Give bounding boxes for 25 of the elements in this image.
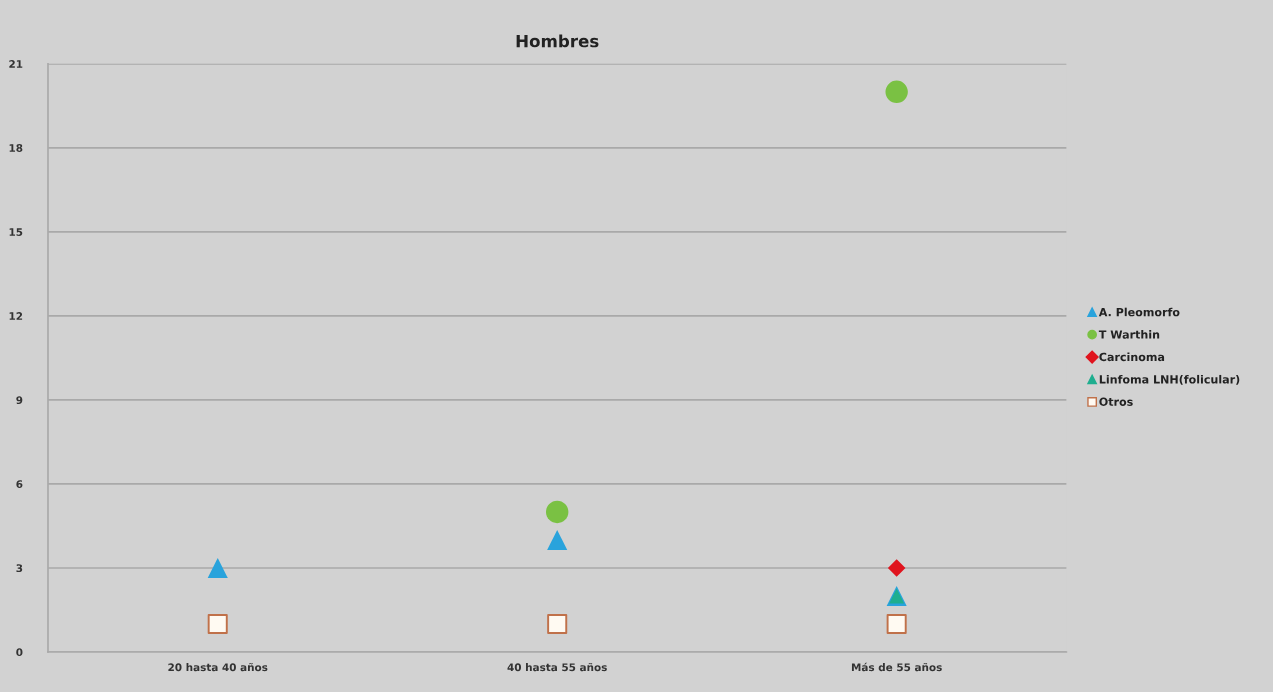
y-tick-label: 3 bbox=[16, 564, 23, 573]
point bbox=[547, 613, 568, 635]
point bbox=[547, 529, 568, 551]
legend-label: Carcinoma bbox=[1099, 352, 1165, 362]
point bbox=[886, 613, 907, 635]
legend-label: T Warthin bbox=[1098, 330, 1160, 339]
x-tick-label: 20 hasta 40 años bbox=[168, 662, 268, 672]
y-tick-label: 9 bbox=[16, 396, 23, 405]
point bbox=[545, 500, 569, 524]
legend-label: Linfoma LNH(folicular) bbox=[1099, 374, 1240, 385]
point bbox=[885, 80, 908, 104]
y-tick-label: 18 bbox=[9, 144, 23, 152]
y-tick-label: 15 bbox=[9, 228, 23, 236]
x-tick-label: 40 hasta 55 años bbox=[507, 662, 607, 672]
y-tick-label: 21 bbox=[9, 60, 23, 68]
y-tick-label: 12 bbox=[9, 312, 23, 320]
y-tick-label: 0 bbox=[16, 648, 23, 657]
legend-label: A. Pleomorfo bbox=[1098, 307, 1180, 317]
x-tick-label: Más de 55 años bbox=[851, 662, 942, 672]
point bbox=[207, 613, 228, 635]
point bbox=[207, 557, 228, 579]
point bbox=[887, 559, 906, 577]
y-tick-label: 6 bbox=[16, 480, 23, 489]
legend-label: Otros bbox=[1099, 397, 1133, 406]
chart-title: Hombres bbox=[516, 34, 599, 48]
